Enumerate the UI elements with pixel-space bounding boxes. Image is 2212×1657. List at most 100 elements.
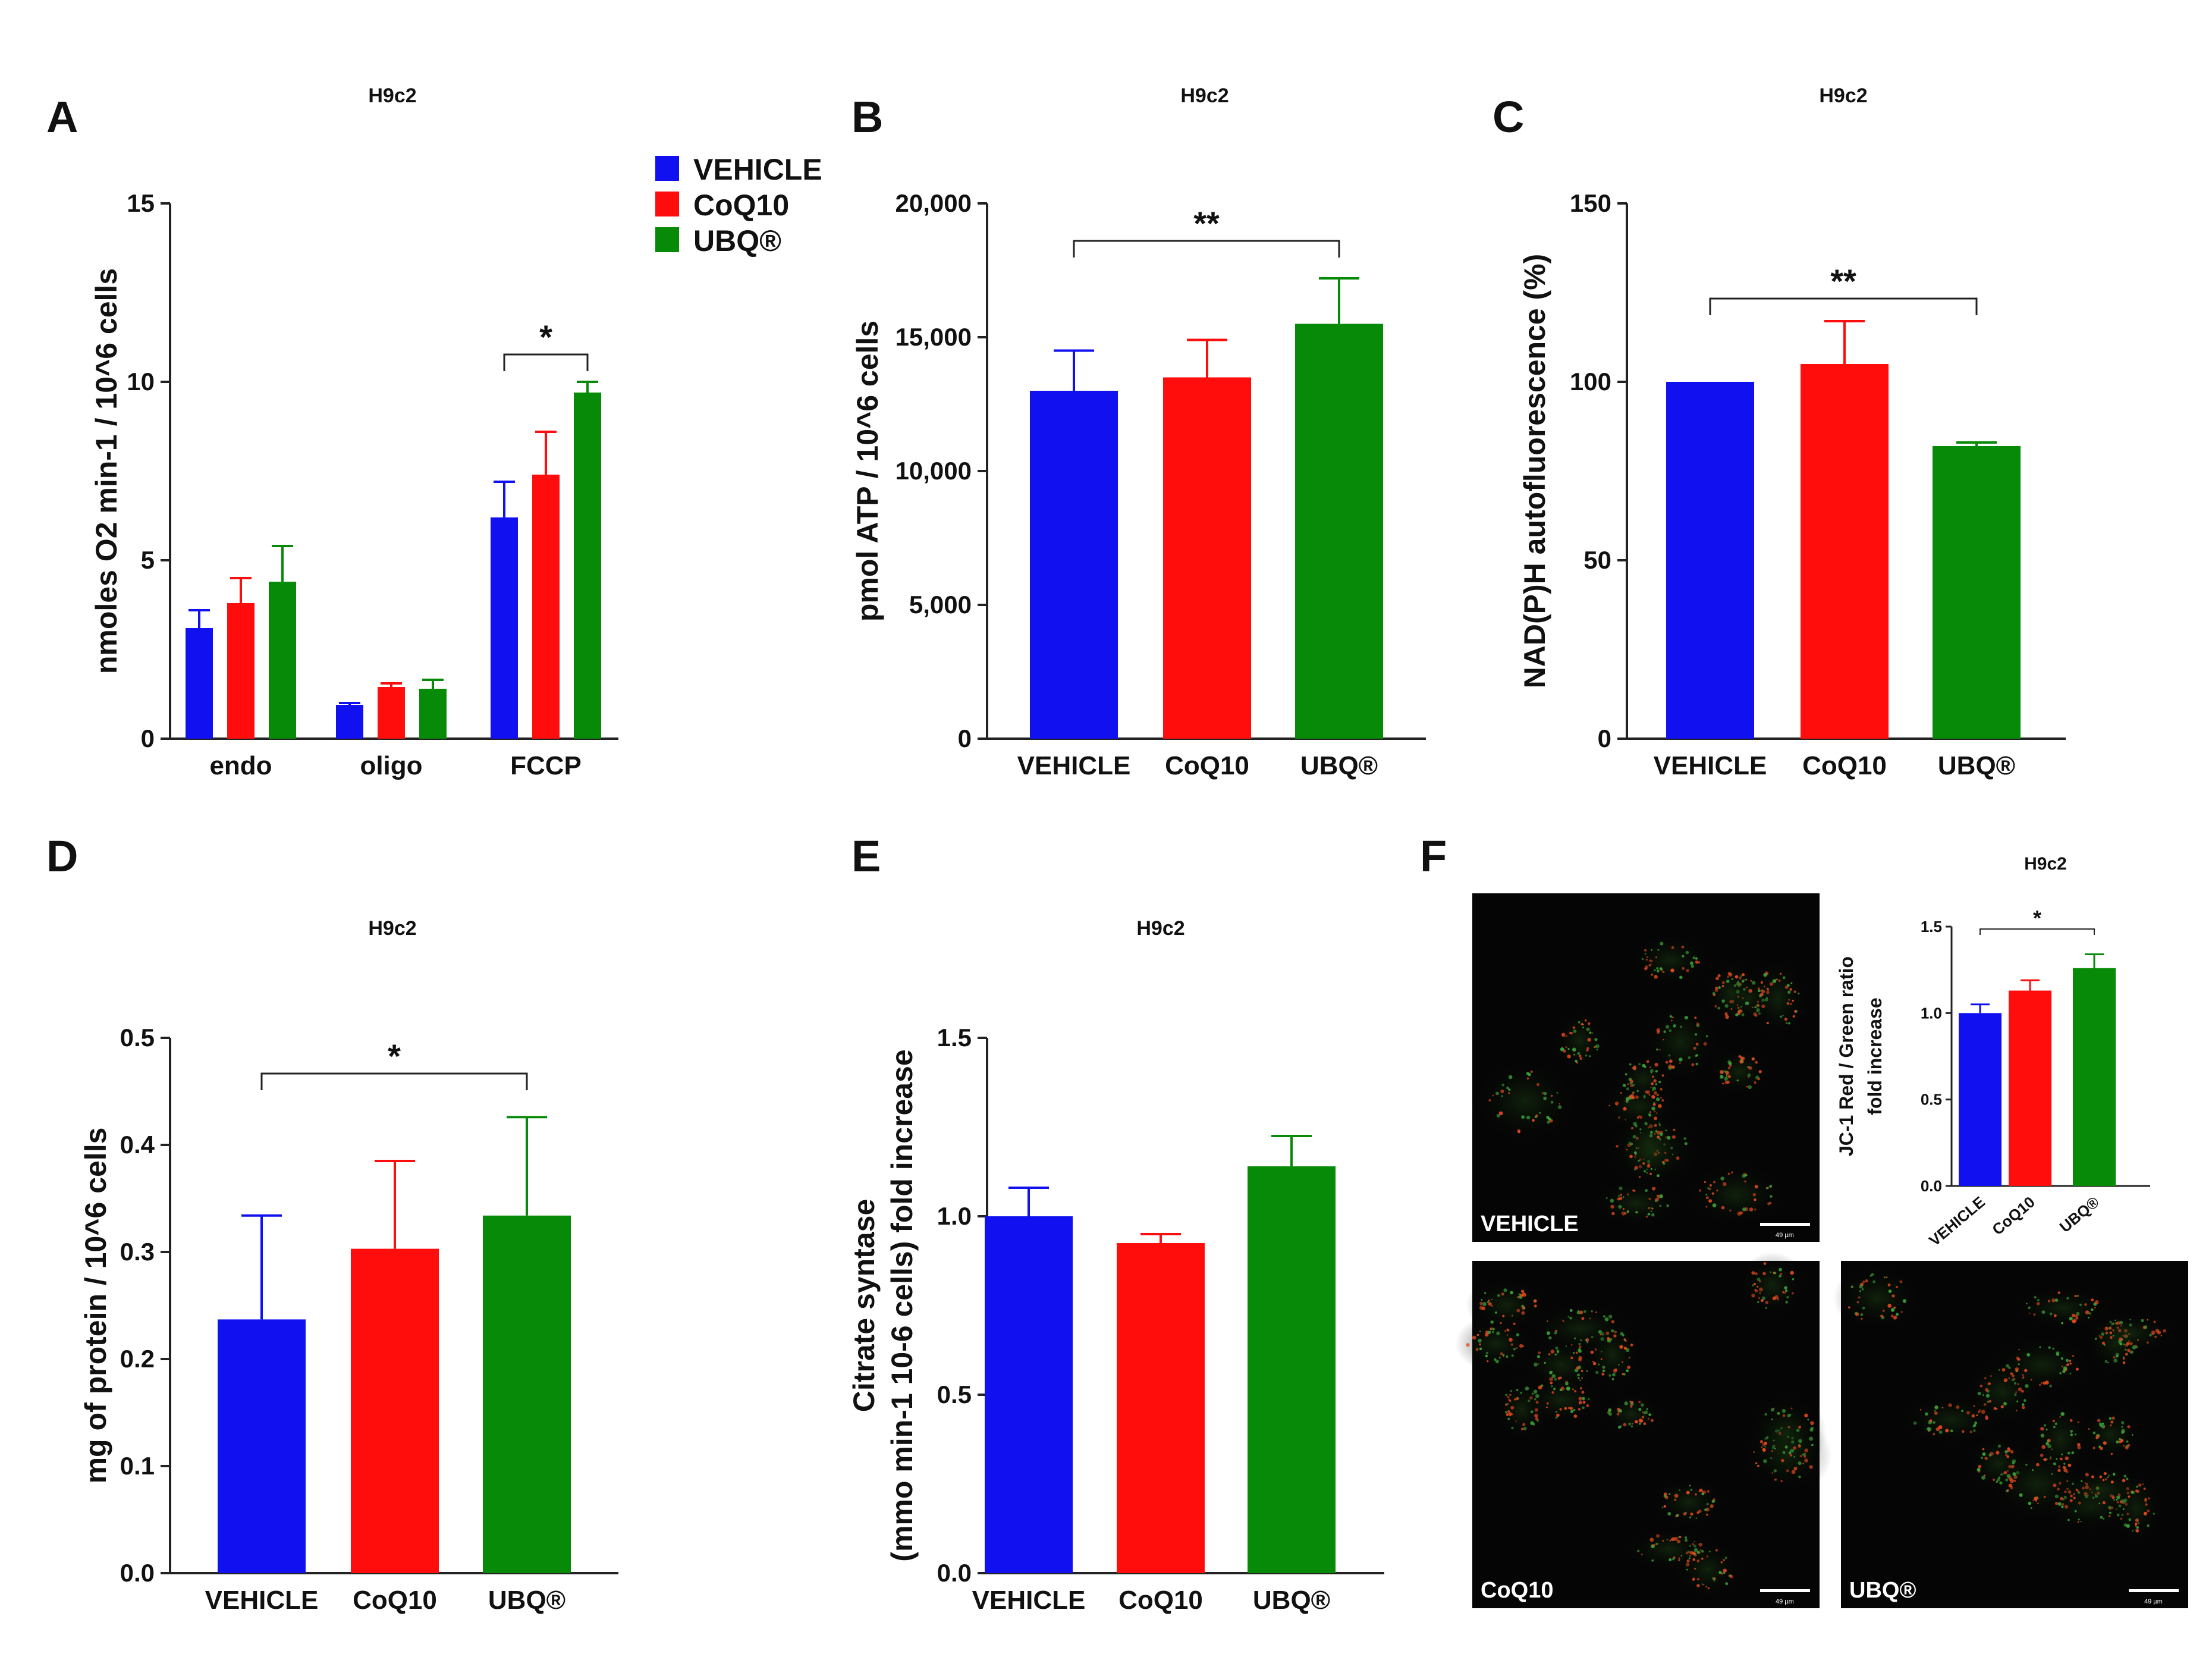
panel-letter-a: A (46, 92, 78, 142)
mitochondria-dot (1762, 1448, 1766, 1452)
mitochondria-dot (1657, 969, 1660, 972)
mitochondria-dot (1626, 1193, 1629, 1195)
mitochondria-dot (1618, 1116, 1620, 1119)
bar-ubq (1295, 324, 1383, 739)
mitochondria-dot (1516, 1308, 1520, 1313)
mitochondria-dot (1713, 1498, 1715, 1501)
mitochondria-dot (1567, 1048, 1570, 1050)
mitochondria-dot (2065, 1456, 2069, 1461)
mitochondria-dot (2051, 1448, 2053, 1450)
mitochondria-dot (2112, 1473, 2116, 1476)
mitochondria-dot (1662, 971, 1665, 974)
mitochondria-dot (1930, 1419, 1933, 1422)
mitochondria-dot (1798, 1426, 1801, 1429)
mitochondria-dot (2107, 1362, 2109, 1364)
mitochondria-dot (1726, 980, 1730, 983)
mitochondria-dot (1978, 1464, 1982, 1468)
mitochondria-dot (1695, 1033, 1698, 1036)
chart-panel-d: H9c2 0.0 0.1 0.2 0.3 0.4 0.5 mg of protein / 10… (79, 917, 618, 1615)
mitochondria-dot (1713, 1181, 1716, 1184)
mitochondria-dot (1850, 1285, 1854, 1289)
mitochondria-dot (1791, 1292, 1794, 1295)
mitochondria-dot (1718, 1571, 1722, 1574)
mitochondria-dot (2129, 1323, 2132, 1327)
mitochondria-dot (1522, 1345, 1524, 1347)
mitochondria-dot (1506, 1087, 1509, 1090)
mitochondria-dot (1508, 1092, 1510, 1094)
mitochondria-dot (2024, 1369, 2028, 1372)
mitochondria-dot (2056, 1352, 2060, 1356)
mitochondria-dot (1591, 1032, 1594, 1034)
mitochondria-dot (1902, 1299, 1907, 1303)
mitochondria-dot (1538, 1351, 1541, 1354)
mitochondria-dot (1779, 1275, 1781, 1278)
mitochondria-dot (2121, 1514, 2123, 1516)
chart-title: H9c2 (1136, 917, 1184, 940)
mitochondria-dot (2073, 1496, 2076, 1499)
mitochondria-dot (1723, 1568, 1727, 1573)
mitochondria-dot (1862, 1281, 1865, 1283)
mitochondria-dot (1660, 942, 1664, 946)
mitochondria-dot (1625, 1073, 1627, 1076)
mitochondria-dot (2128, 1495, 2131, 1498)
mitochondria-dot (1751, 1271, 1755, 1275)
mitochondria-dot (1765, 1301, 1769, 1304)
mitochondria-dot (1496, 1113, 1500, 1118)
mitochondria-dot (2054, 1314, 2057, 1317)
mitochondria-dot (1804, 1448, 1808, 1452)
mitochondria-dot (1660, 1132, 1663, 1136)
mitochondria-dot (1600, 1358, 1603, 1360)
mitochondria-dot (1620, 1332, 1624, 1336)
mitochondria-dot (1774, 1448, 1776, 1449)
mitochondria-dot (2075, 1367, 2079, 1371)
mitochondria-dot (1722, 1082, 1724, 1085)
mitochondria-dot (1613, 1334, 1617, 1338)
mitochondria-dot (2094, 1300, 2099, 1304)
mitochondria-dot (1479, 1347, 1482, 1351)
y-tick-label: 0.5 (120, 1024, 155, 1052)
mitochondria-dot (1495, 1360, 1499, 1364)
mitochondria-dot (2030, 1379, 2032, 1381)
mitochondria-dot (1554, 1353, 1557, 1356)
mitochondria-dot (2137, 1339, 2139, 1341)
bar-oligo-ubq (419, 689, 447, 739)
mitochondria-dot (1788, 999, 1790, 1001)
mitochondria-dot (1657, 949, 1660, 951)
mitochondria-dot (1649, 959, 1652, 962)
mitochondria-dot (2121, 1426, 2123, 1428)
mitochondria-dot (1969, 1430, 1972, 1433)
mitochondria-dot (1671, 1016, 1674, 1018)
significance-bracket (1709, 297, 1978, 315)
mitochondria-dot (1595, 1044, 1600, 1049)
chart-title: H9c2 (1180, 84, 1228, 107)
mitochondria-dot (2012, 1472, 2016, 1476)
mitochondria-dot (1651, 973, 1654, 976)
mitochondria-dot (2051, 1298, 2056, 1303)
mitochondria-dot (1754, 1272, 1758, 1276)
mitochondria-dot (1509, 1399, 1512, 1402)
y-tick-label: 50 (1583, 546, 1611, 574)
mitochondria-dot (1498, 1357, 1501, 1359)
mitochondria-dot (1546, 1320, 1548, 1322)
mitochondria-dot (1726, 1080, 1730, 1084)
mitochondria-dot (1511, 1413, 1513, 1416)
mitochondria-dot (1729, 1064, 1732, 1067)
mitochondria-dot (1766, 1022, 1769, 1024)
mitochondria-dot (2100, 1446, 2103, 1451)
mitochondria-dot (2153, 1512, 2155, 1515)
mitochondria-dot (1722, 981, 1725, 984)
mitochondria-dot (2069, 1419, 2073, 1422)
mitochondria-dot (1510, 1390, 1513, 1392)
y-tick-label: 1.5 (1921, 918, 1942, 936)
mitochondria-dot (1616, 1145, 1619, 1148)
mitochondria-dot (1653, 1079, 1657, 1083)
mitochondria-dot (2073, 1318, 2077, 1322)
mitochondria-dot (1790, 1407, 1793, 1410)
panel-letter-c: C (1493, 92, 1524, 142)
mitochondria-dot (1630, 1344, 1633, 1347)
mitochondria-dot (1726, 1075, 1728, 1077)
mitochondria-dot (1594, 1046, 1596, 1049)
mitochondria-dot (1517, 1130, 1520, 1134)
mitochondria-dot (2116, 1441, 2119, 1443)
mitochondria-dot (1934, 1411, 1938, 1415)
